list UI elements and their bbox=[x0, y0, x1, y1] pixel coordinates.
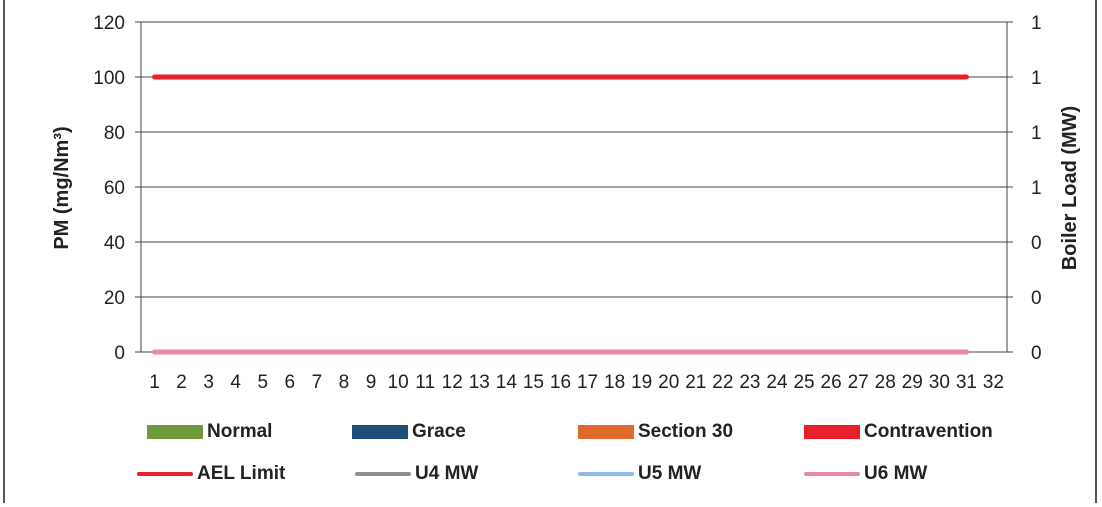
y2-tick-label: 0 bbox=[1031, 288, 1042, 309]
x-tick-label: 9 bbox=[366, 372, 377, 393]
x-tick-label: 19 bbox=[631, 372, 652, 393]
x-tick-label: 8 bbox=[339, 372, 350, 393]
gridlines bbox=[141, 21, 1007, 353]
x-tick-label: 23 bbox=[739, 372, 760, 393]
x-tick-label: 22 bbox=[712, 372, 733, 393]
y2-tick-label: 1 bbox=[1031, 13, 1042, 34]
x-tick-label: 10 bbox=[388, 372, 409, 393]
y-axis-ticks: 0 20 40 60 80 100 120 bbox=[93, 13, 141, 364]
x-tick-label: 13 bbox=[469, 372, 490, 393]
x-tick-label: 14 bbox=[496, 372, 518, 393]
y-tick-label: 80 bbox=[104, 123, 125, 144]
y2-tick-label: 1 bbox=[1031, 123, 1042, 144]
x-tick-label: 26 bbox=[821, 372, 842, 393]
x-tick-label: 11 bbox=[415, 372, 435, 393]
x-tick-label: 1 bbox=[149, 372, 160, 393]
y-axis-title: PM (mg/Nm³) bbox=[51, 126, 73, 249]
y-tick-label: 60 bbox=[104, 178, 125, 199]
x-tick-label: 30 bbox=[929, 372, 950, 393]
y-tick-label: 100 bbox=[93, 68, 125, 89]
x-tick-label: 20 bbox=[658, 372, 679, 393]
y-tick-label: 20 bbox=[104, 288, 125, 309]
y-tick-label: 120 bbox=[93, 13, 125, 34]
y2-tick-label: 1 bbox=[1031, 178, 1042, 199]
x-tick-label: 2 bbox=[176, 372, 187, 393]
y2-tick-label: 1 bbox=[1031, 68, 1042, 89]
series-lines bbox=[152, 74, 969, 355]
x-tick-label: 18 bbox=[604, 372, 625, 393]
x-tick-label: 25 bbox=[793, 372, 814, 393]
x-tick-label: 5 bbox=[257, 372, 268, 393]
y-tick-label: 0 bbox=[114, 343, 125, 364]
chart-frame bbox=[3, 0, 1097, 503]
x-tick-label: 3 bbox=[203, 372, 214, 393]
x-tick-label: 29 bbox=[902, 372, 923, 393]
x-tick-label: 28 bbox=[875, 372, 896, 393]
y2-axis-ticks: 0 0 0 1 1 1 1 bbox=[1007, 13, 1042, 364]
x-tick-label: 15 bbox=[523, 372, 544, 393]
y-tick-label: 40 bbox=[104, 233, 125, 254]
y2-tick-label: 0 bbox=[1031, 343, 1042, 364]
y2-axis-title: Boiler Load (MW) bbox=[1059, 106, 1081, 270]
x-tick-label: 12 bbox=[442, 372, 463, 393]
y2-tick-label: 0 bbox=[1031, 233, 1042, 254]
x-tick-label: 16 bbox=[550, 372, 571, 393]
x-tick-label: 4 bbox=[230, 372, 241, 393]
x-tick-label: 6 bbox=[285, 372, 296, 393]
x-tick-label: 17 bbox=[577, 372, 598, 393]
x-axis-ticks: 1 2 3 4 5 6 7 8 9 10 11 12 13 14 15 16 17 18 19 20 21 22 23 24 2… bbox=[149, 372, 1004, 393]
x-tick-label: 7 bbox=[312, 372, 323, 393]
x-tick-label: 31 bbox=[956, 372, 977, 393]
x-tick-label: 27 bbox=[848, 372, 869, 393]
x-tick-label: 24 bbox=[766, 372, 788, 393]
x-tick-label: 21 bbox=[685, 372, 706, 393]
x-tick-label: 32 bbox=[983, 372, 1004, 393]
